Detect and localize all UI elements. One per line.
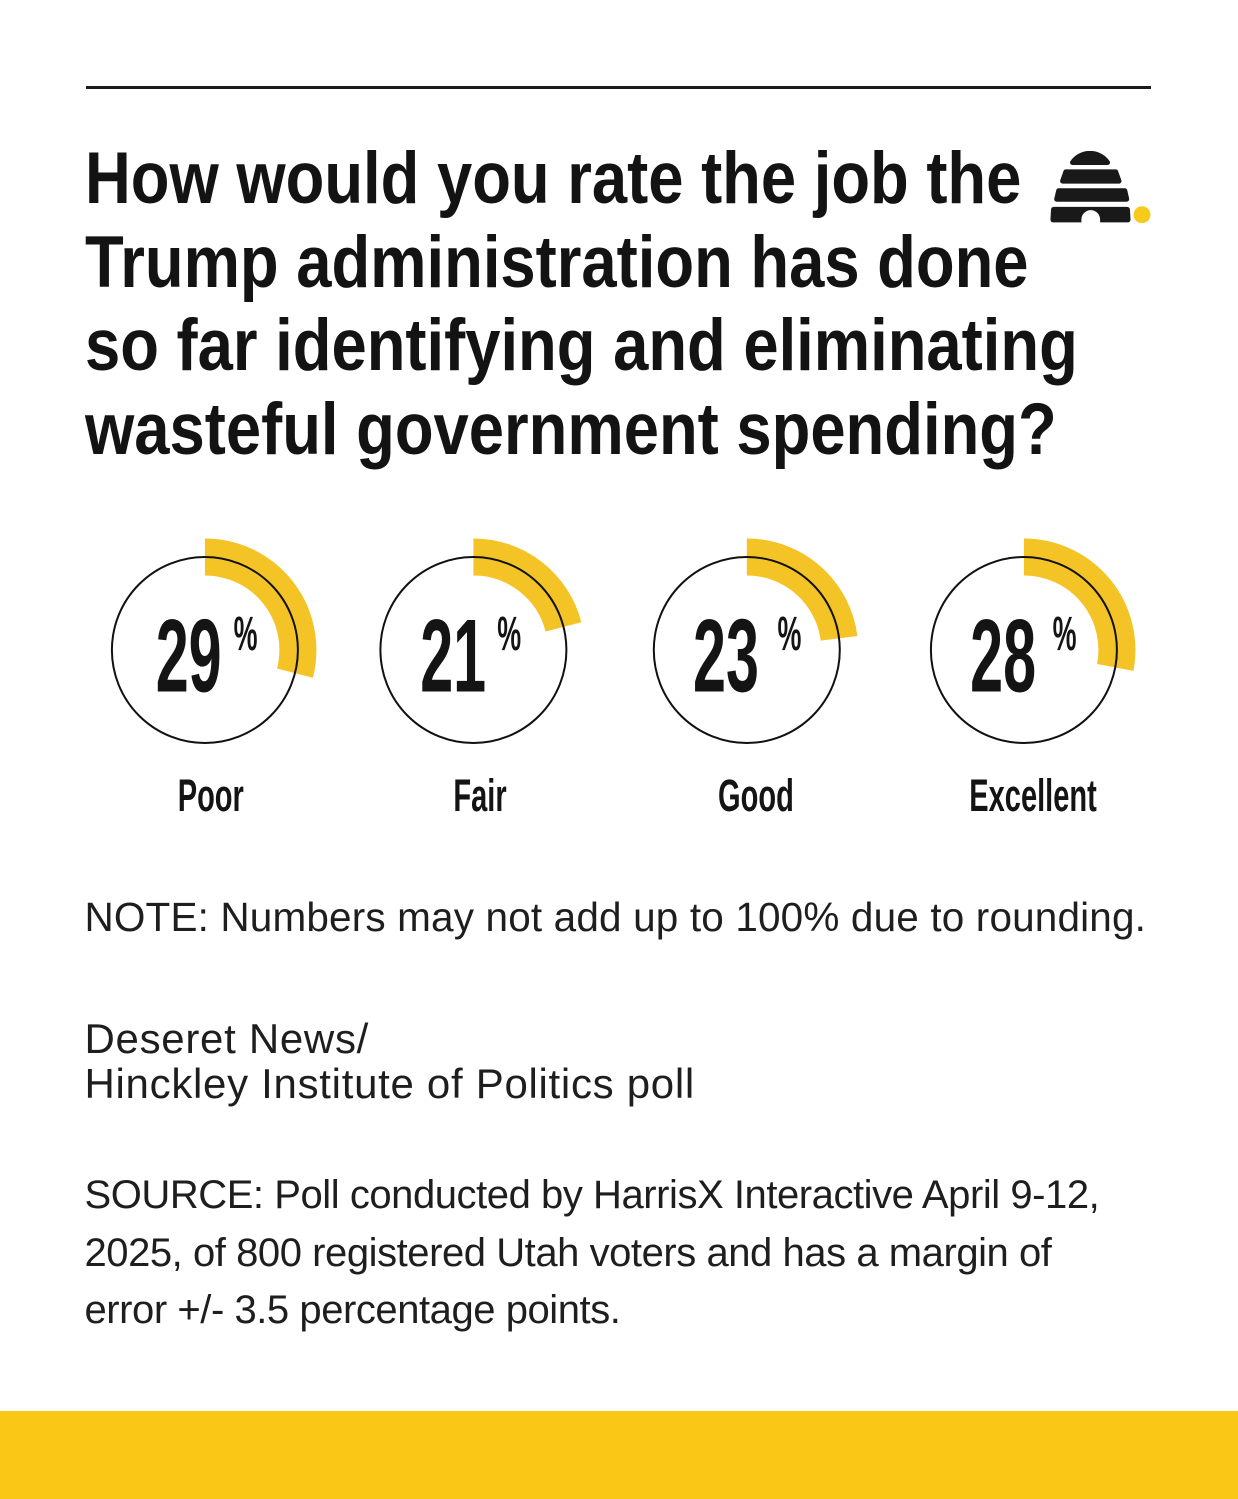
svg-text:Excellent: Excellent [969,772,1097,822]
svg-text:21: 21 [420,597,486,714]
svg-text:Fair: Fair [453,772,506,822]
svg-text:%: % [778,608,802,661]
svg-text:%: % [234,608,258,661]
svg-text:29: 29 [156,597,222,714]
svg-text:28: 28 [970,597,1036,714]
svg-text:Good: Good [718,772,794,822]
svg-text:Poor: Poor [178,772,244,822]
svg-text:%: % [1053,608,1077,661]
svg-text:%: % [497,608,521,661]
svg-text:23: 23 [693,597,759,714]
